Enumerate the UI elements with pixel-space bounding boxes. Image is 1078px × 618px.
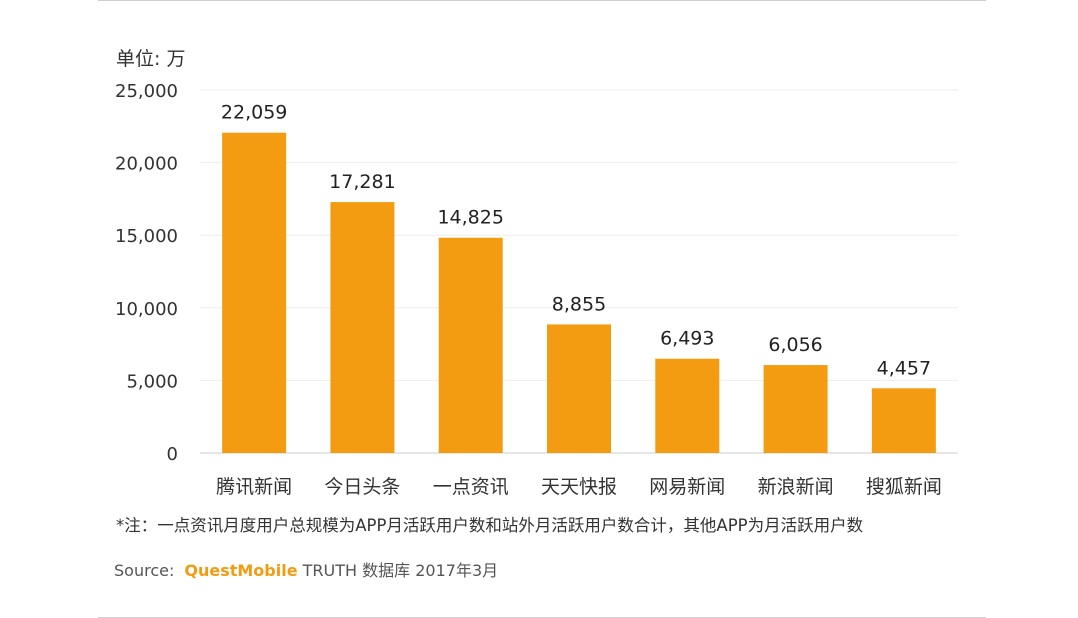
data-label: 8,855: [552, 293, 606, 315]
bar: [330, 202, 395, 453]
x-category-label: 新浪新闻: [758, 476, 834, 498]
y-tick-label: 10,000: [115, 299, 178, 320]
data-label: 4,457: [877, 357, 931, 379]
y-tick-label: 20,000: [115, 154, 178, 175]
bar: [547, 324, 611, 453]
source-brand: QuestMobile: [184, 561, 298, 580]
data-label: 6,056: [768, 334, 822, 356]
x-category-label: 天天快报: [541, 476, 617, 498]
y-tick-label: 25,000: [115, 81, 178, 102]
unit-label: 单位: 万: [116, 48, 186, 70]
bar: [438, 237, 503, 453]
x-category-label: 搜狐新闻: [866, 476, 942, 498]
source-rest: TRUTH 数据库 2017年3月: [302, 561, 499, 580]
bar: [222, 132, 287, 454]
data-label: 17,281: [329, 171, 395, 193]
bar: [763, 365, 828, 453]
source-label: Source:: [114, 561, 175, 580]
source-line: Source: QuestMobile TRUTH 数据库 2017年3月: [114, 557, 498, 581]
bar: [655, 358, 720, 453]
x-category-label: 一点资讯: [433, 476, 509, 498]
footnote: *注：一点资讯月度用户总规模为APP月活跃用户数和站外月活跃用户数合计，其他AP…: [116, 516, 864, 535]
x-category-label: 今日头条: [324, 476, 400, 498]
x-category-label: 网易新闻: [649, 476, 725, 498]
x-category-label: 腾讯新闻: [216, 476, 292, 498]
y-tick-label: 0: [167, 444, 178, 465]
y-tick-label: 5,000: [126, 371, 178, 392]
data-label: 14,825: [437, 207, 503, 229]
data-label: 6,493: [660, 328, 714, 350]
top-rule: [98, 0, 986, 1]
y-tick-label: 15,000: [115, 226, 178, 247]
bar: [871, 388, 936, 453]
data-label: 22,059: [221, 102, 287, 124]
